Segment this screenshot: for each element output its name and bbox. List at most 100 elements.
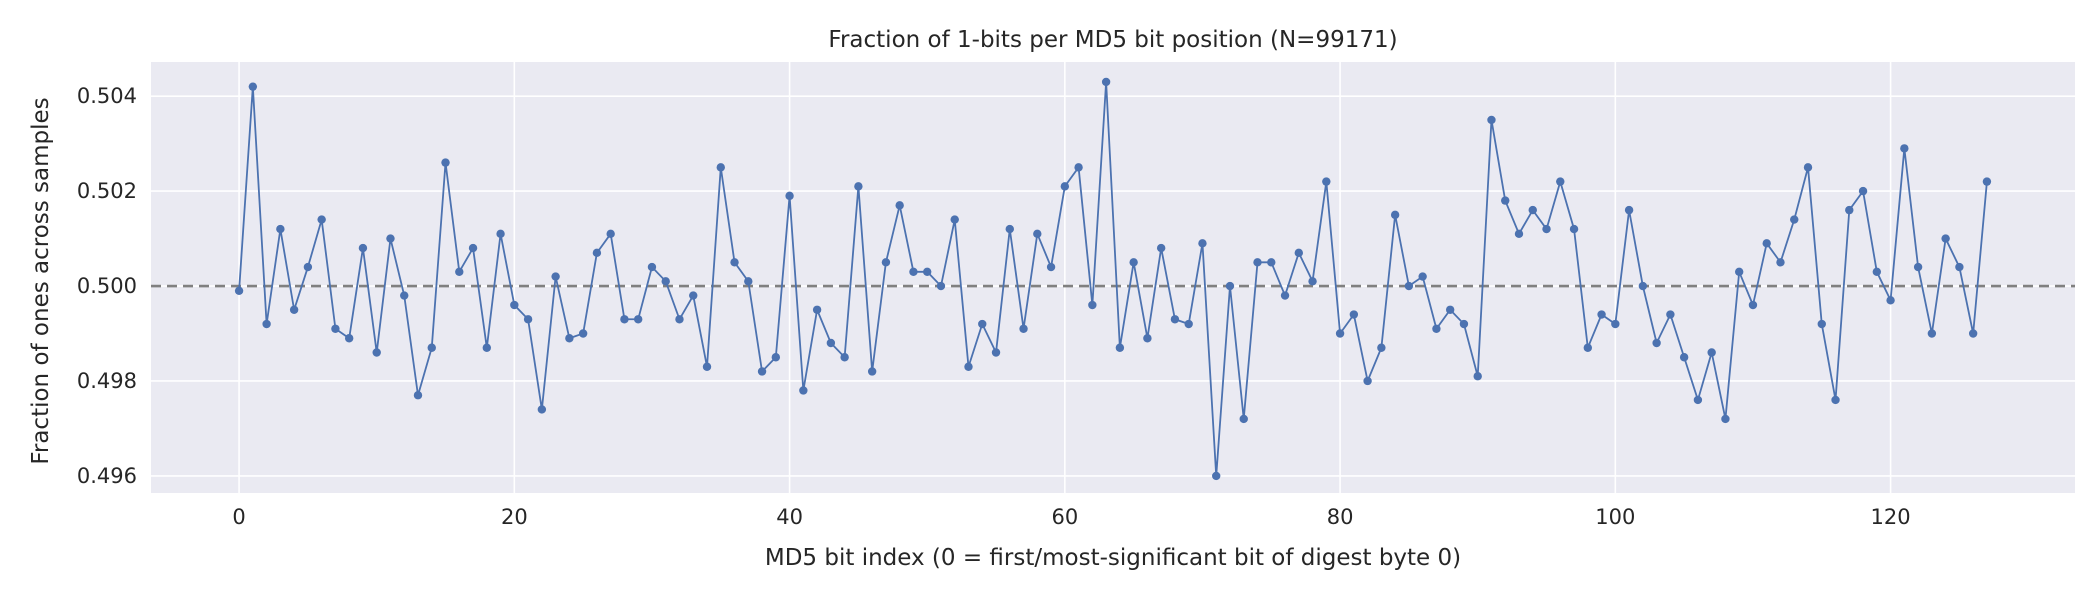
data-point: [1693, 395, 1703, 405]
data-point: [936, 281, 946, 291]
data-point: [1597, 310, 1606, 319]
data-point: [1831, 395, 1840, 405]
data-point: [730, 258, 739, 267]
data-point: [482, 343, 492, 352]
data-point: [358, 243, 368, 253]
x-tick-label: 80: [1327, 505, 1354, 529]
data-point: [812, 305, 822, 314]
data-point: [1913, 262, 1923, 272]
data-point: [496, 229, 505, 239]
data-point: [1349, 310, 1359, 319]
data-point: [716, 163, 725, 172]
plot-background: [151, 62, 2075, 493]
data-point: [1748, 300, 1758, 310]
data-point: [510, 300, 519, 310]
y-tick-label: 0.504: [77, 84, 137, 108]
data-point: [523, 315, 533, 324]
chart-title: Fraction of 1-bits per MD5 bit position …: [828, 27, 1397, 53]
data-point: [1418, 272, 1427, 281]
data-point: [1322, 177, 1331, 186]
data-point: [551, 272, 560, 281]
data-point: [1941, 234, 1950, 243]
data-point: [1556, 177, 1565, 186]
data-point: [303, 262, 313, 272]
data-point: [1927, 329, 1937, 338]
data-point: [620, 315, 629, 324]
data-point: [689, 291, 698, 300]
data-point: [1294, 248, 1303, 258]
data-point: [799, 386, 808, 395]
data-point: [565, 334, 574, 343]
data-point: [1280, 291, 1290, 300]
data-point: [1060, 182, 1070, 191]
series-line: [238, 81, 1988, 476]
y-axis-label: Fraction of ones across samples: [28, 97, 54, 464]
data-point: [1363, 376, 1372, 386]
data-point: [1679, 353, 1689, 362]
data-point: [1335, 329, 1345, 338]
data-point: [1390, 210, 1400, 220]
data-point: [1762, 239, 1771, 248]
data-point: [950, 215, 959, 224]
data-point: [1115, 343, 1125, 352]
data-point: [1886, 296, 1895, 305]
data-point: [1005, 224, 1014, 234]
data-point: [331, 324, 340, 333]
data-point: [1088, 300, 1097, 310]
data-point: [840, 353, 849, 362]
data-point: [1156, 243, 1166, 253]
data-point: [1900, 144, 1909, 153]
data-point: [441, 158, 450, 167]
data-point: [317, 215, 326, 224]
data-point: [1583, 343, 1593, 352]
data-point: [289, 305, 299, 314]
data-point: [1514, 229, 1524, 239]
data-point: [1858, 186, 1868, 196]
data-point: [1501, 196, 1510, 205]
data-point: [1817, 319, 1826, 329]
data-point: [1803, 163, 1813, 172]
data-point: [675, 315, 684, 324]
data-point: [1239, 414, 1248, 424]
data-point: [1267, 258, 1276, 267]
data-point: [1184, 319, 1193, 329]
data-point: [895, 201, 904, 210]
data-point: [400, 291, 409, 300]
data-point: [1666, 310, 1675, 319]
data-point: [1129, 258, 1138, 267]
data-point: [1845, 205, 1854, 215]
data-point: [592, 248, 602, 258]
x-axis-label: MD5 bit index (0 = first/most-significan…: [765, 545, 1461, 571]
data-point: [1432, 324, 1441, 333]
data-point: [909, 267, 918, 277]
data-point: [771, 353, 781, 362]
data-point: [344, 334, 354, 343]
data-point: [276, 224, 285, 234]
data-point: [413, 391, 423, 400]
data-point: [744, 277, 753, 286]
data-point: [881, 258, 891, 267]
x-tick-label: 120: [1871, 505, 1911, 529]
data-point: [1404, 281, 1414, 291]
data-point: [1872, 267, 1882, 277]
data-point: [1982, 177, 1992, 186]
data-point: [1528, 205, 1537, 215]
x-tick-label: 60: [1051, 505, 1078, 529]
data-point: [386, 234, 395, 243]
data-point: [647, 262, 657, 272]
data-point: [1143, 334, 1152, 343]
data-point: [785, 191, 794, 201]
data-point: [234, 286, 244, 295]
data-point: [468, 243, 478, 253]
data-point: [1308, 277, 1317, 286]
data-point: [1968, 329, 1978, 338]
data-point: [964, 362, 973, 371]
data-point: [262, 319, 271, 329]
data-point: [854, 182, 863, 191]
data-point: [1721, 414, 1730, 424]
data-point: [455, 267, 464, 277]
data-point: [867, 367, 877, 376]
tick-label-layer: 0 20 40 60 80 100 120 0.496 0.498 0.500 0.502 0.504: [77, 84, 1911, 529]
data-point: [1170, 315, 1180, 324]
data-point: [661, 277, 670, 286]
